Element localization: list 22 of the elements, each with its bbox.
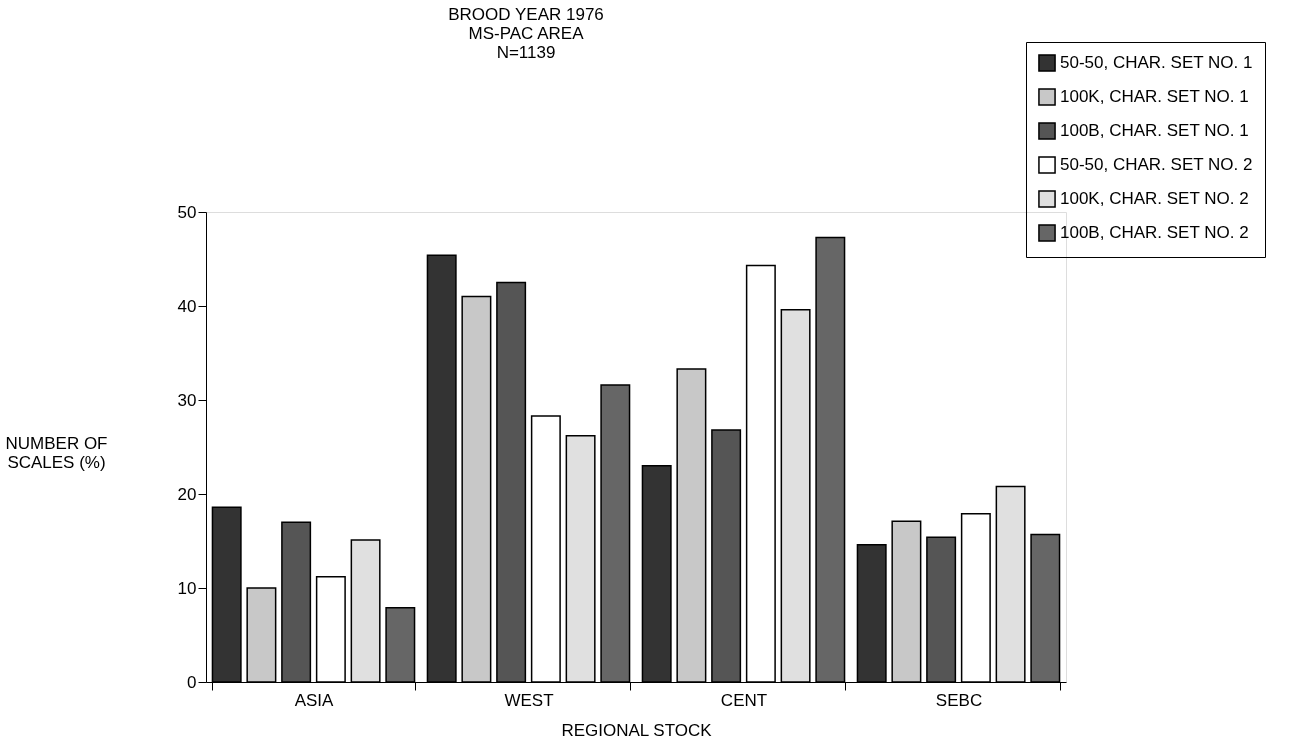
x-tick-label: CENT (720, 690, 768, 710)
y-tick-label: 40 (177, 296, 197, 316)
legend-label: 50-50, CHAR. SET NO. 1 (1060, 53, 1253, 72)
y-tick-label: 50 (177, 202, 197, 222)
x-tick-label: SEBC (935, 690, 983, 710)
text: BROOD YEAR 1976 (448, 4, 604, 24)
legend-label: 100K, CHAR. SET NO. 2 (1060, 189, 1249, 208)
x-tick-label: WEST (504, 690, 554, 710)
x-tick-label: ASIA (294, 690, 335, 710)
legend-label: 100K, CHAR. SET NO. 1 (1060, 87, 1249, 106)
text: SCALES (%) (7, 452, 106, 472)
y-tick-label: 20 (177, 484, 197, 504)
text: N=1139 (496, 42, 556, 62)
legend-label: 100B, CHAR. SET NO. 2 (1060, 223, 1249, 242)
text: MS-PAC AREA (468, 23, 584, 43)
y-tick-label: 10 (177, 578, 197, 598)
legend-label: 50-50, CHAR. SET NO. 2 (1060, 155, 1253, 174)
x-axis-title: REGIONAL STOCK (561, 720, 713, 737)
text: NUMBER OF (5, 433, 108, 453)
legend-label: 100B, CHAR. SET NO. 1 (1060, 121, 1249, 140)
y-tick-label: 30 (177, 390, 197, 410)
y-tick-label: 0 (187, 672, 197, 692)
